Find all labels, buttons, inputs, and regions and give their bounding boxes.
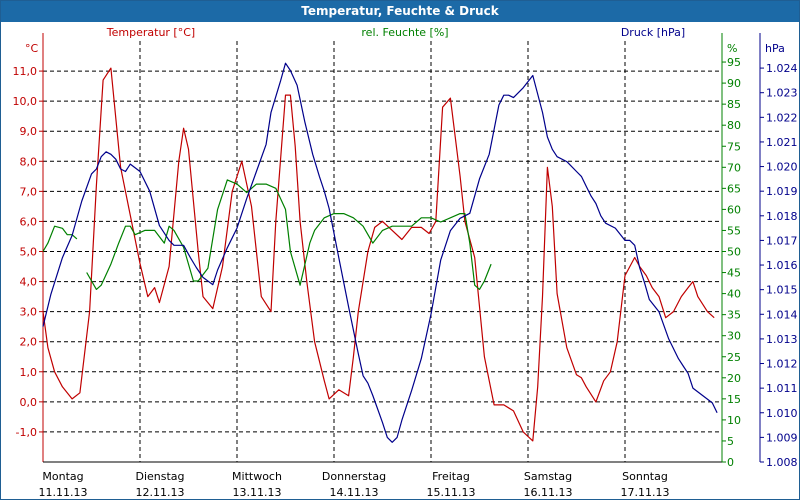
- pressure-tick-label: 1.011: [766, 382, 798, 395]
- pressure-tick-label: 1.014: [766, 308, 798, 321]
- temperature-tick-label: 3,0: [20, 306, 38, 319]
- x-tick-date-label: 15.11.13: [427, 486, 476, 499]
- humidity-tick-label: 5: [727, 435, 734, 448]
- pressure-tick-label: 1.019: [766, 185, 798, 198]
- humidity-tick-label: 15: [727, 393, 741, 406]
- temperature-tick-label: 5,0: [20, 246, 38, 259]
- legend-pressure: Druck [hPa]: [621, 26, 685, 39]
- humidity-tick-label: 10: [727, 414, 741, 427]
- window-title: Temperatur, Feuchte & Druck: [1, 1, 799, 22]
- temperature-unit-label: °C: [25, 42, 39, 55]
- humidity-tick-label: 60: [727, 203, 741, 216]
- x-tick-date-label: 11.11.13: [39, 486, 88, 499]
- humidity-tick-label: 90: [727, 77, 741, 90]
- temperature-tick-label: 4,0: [20, 276, 38, 289]
- temperature-tick-label: 1,0: [20, 366, 38, 379]
- humidity-tick-label: 50: [727, 246, 741, 259]
- pressure-tick-label: 1.023: [766, 87, 798, 100]
- humidity-unit-label: %: [727, 42, 737, 55]
- legend-temperature: Temperatur [°C]: [106, 26, 195, 39]
- x-tick-day-label: Montag: [42, 470, 83, 483]
- x-tick-day-label: Sonntag: [622, 470, 668, 483]
- humidity-tick-label: 45: [727, 267, 741, 280]
- temperature-tick-label: 11,0: [13, 65, 38, 78]
- x-tick-day-label: Freitag: [432, 470, 470, 483]
- pressure-tick-label: 1.015: [766, 284, 798, 297]
- humidity-tick-label: 35: [727, 309, 741, 322]
- temperature-tick-label: 0,0: [20, 396, 38, 409]
- temperature-tick-label: 9,0: [20, 125, 38, 138]
- temperature-tick-label: -1,0: [16, 426, 37, 439]
- humidity-tick-label: 20: [727, 372, 741, 385]
- pressure-tick-label: 1.017: [766, 234, 798, 247]
- x-tick-day-label: Mittwoch: [232, 470, 282, 483]
- pressure-tick-label: 1.024: [766, 62, 798, 75]
- humidity-tick-label: 0: [727, 456, 734, 469]
- pressure-tick-label: 1.012: [766, 358, 798, 371]
- temperature-tick-label: 2,0: [20, 336, 38, 349]
- pressure-tick-label: 1.016: [766, 259, 798, 272]
- x-tick-date-label: 14.11.13: [330, 486, 379, 499]
- temperature-tick-label: 10,0: [13, 95, 38, 108]
- legend-humidity: rel. Feuchte [%]: [361, 26, 448, 39]
- temperature-tick-label: 6,0: [20, 215, 38, 228]
- humidity-tick-label: 40: [727, 288, 741, 301]
- humidity-tick-label: 80: [727, 119, 741, 132]
- x-tick-date-label: 17.11.13: [621, 486, 670, 499]
- x-tick-day-label: Samstag: [524, 470, 572, 483]
- pressure-tick-label: 1.018: [766, 210, 798, 223]
- humidity-tick-label: 85: [727, 98, 741, 111]
- series-line-temperature: [42, 67, 715, 442]
- temperature-tick-label: 7,0: [20, 185, 38, 198]
- humidity-tick-label: 30: [727, 330, 741, 343]
- series-line-pressure: [42, 62, 718, 443]
- temperature-tick-label: 8,0: [20, 155, 38, 168]
- x-tick-day-label: Donnerstag: [322, 470, 386, 483]
- pressure-unit-label: hPa: [765, 42, 785, 55]
- x-tick-day-label: Dienstag: [135, 470, 184, 483]
- pressure-tick-label: 1.022: [766, 111, 798, 124]
- humidity-tick-label: 25: [727, 351, 741, 364]
- humidity-tick-label: 55: [727, 224, 741, 237]
- x-tick-date-label: 13.11.13: [233, 486, 282, 499]
- humidity-tick-label: 65: [727, 182, 741, 195]
- pressure-tick-label: 1.020: [766, 161, 798, 174]
- pressure-tick-label: 1.010: [766, 407, 798, 420]
- x-tick-date-label: 12.11.13: [136, 486, 185, 499]
- pressure-tick-label: 1.009: [766, 431, 798, 444]
- x-tick-date-label: 16.11.13: [524, 486, 573, 499]
- pressure-tick-label: 1.008: [766, 456, 798, 469]
- humidity-tick-label: 70: [727, 161, 741, 174]
- humidity-tick-label: 75: [727, 140, 741, 153]
- pressure-tick-label: 1.021: [766, 136, 798, 149]
- humidity-tick-label: 95: [727, 56, 741, 69]
- pressure-tick-label: 1.013: [766, 333, 798, 346]
